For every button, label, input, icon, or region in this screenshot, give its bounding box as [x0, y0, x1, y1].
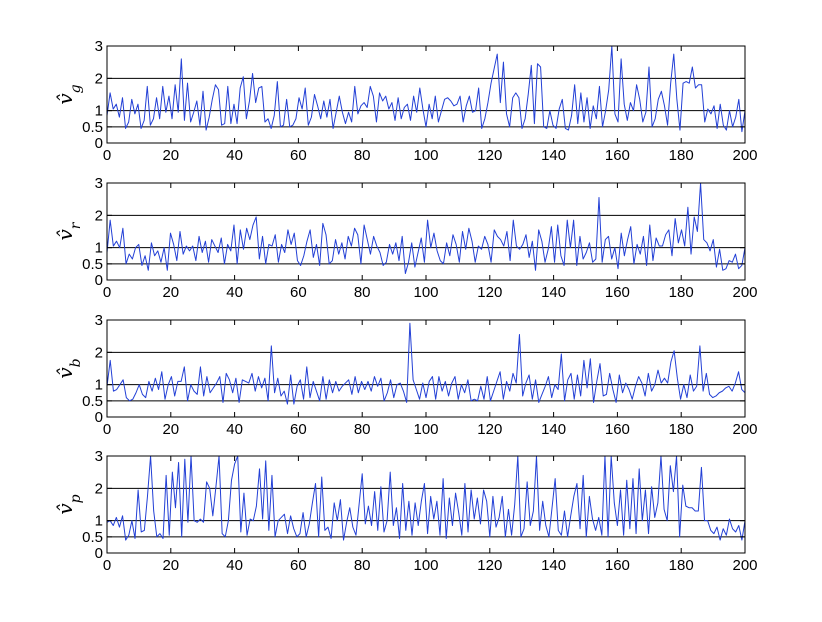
- x-tick-label: 40: [226, 147, 243, 164]
- y-tick-label: 0.5: [82, 529, 103, 546]
- y-axis-label: v̂p: [53, 494, 84, 514]
- y-axis-label-base: v̂: [53, 93, 77, 105]
- x-tick-label: 20: [162, 284, 179, 301]
- x-tick-label: 60: [290, 284, 307, 301]
- x-tick-label: 200: [732, 147, 757, 164]
- x-tick-label: 0: [103, 284, 111, 301]
- y-tick-label: 2: [95, 344, 103, 361]
- x-tick-label: 40: [226, 284, 243, 301]
- x-tick-label: 20: [162, 557, 179, 574]
- series-line: [106, 322, 746, 405]
- y-tick-label: 3: [95, 38, 103, 55]
- y-tick-label: 3: [95, 175, 103, 192]
- x-tick-label: 140: [541, 284, 566, 301]
- x-tick-label: 180: [669, 284, 694, 301]
- panel-0: 0 20 40 60 80 100 120 140 160 180 200 00.51 2 3 v̂g: [53, 38, 758, 164]
- x-tick-label: 200: [732, 557, 757, 574]
- x-tick-label: 20: [162, 147, 179, 164]
- y-tick-label: 0.5: [82, 119, 103, 136]
- y-axis-label-sub: b: [68, 358, 84, 367]
- x-tick-label: 120: [477, 557, 502, 574]
- y-axis-label-base: v̂: [53, 503, 77, 515]
- y-tick-label: 1: [95, 377, 103, 394]
- y-tick-label: 3: [95, 312, 103, 329]
- y-axis-label: v̂b: [53, 358, 84, 378]
- x-tick-label: 0: [103, 557, 111, 574]
- x-tick-label: 60: [290, 557, 307, 574]
- y-tick-label: 2: [95, 480, 103, 497]
- x-tick-label: 100: [413, 147, 438, 164]
- x-tick-label: 100: [413, 557, 438, 574]
- x-tick-label: 80: [354, 284, 371, 301]
- x-tick-label: 80: [354, 557, 371, 574]
- x-tick-label: 200: [732, 284, 757, 301]
- x-tick-label: 160: [605, 557, 630, 574]
- axes-frame: [106, 319, 746, 418]
- y-tick-label: 3: [95, 448, 103, 465]
- y-tick-label: 0: [95, 135, 103, 152]
- y-axis-label: v̂g: [53, 84, 84, 104]
- y-axis-label-base: v̂: [53, 229, 77, 241]
- x-tick-label: 100: [413, 284, 438, 301]
- y-axis-label-base: v̂: [53, 367, 77, 379]
- x-tick-label: 180: [669, 421, 694, 438]
- y-tick-label: 0: [95, 409, 103, 426]
- x-tick-label: 60: [290, 421, 307, 438]
- series-line: [106, 45, 746, 133]
- y-axis-label: v̂r: [53, 221, 84, 240]
- y-axis-label-sub: p: [68, 494, 84, 503]
- series-line: [106, 182, 746, 275]
- x-tick-label: 80: [354, 421, 371, 438]
- x-tick-label: 120: [477, 284, 502, 301]
- x-tick-label: 40: [226, 557, 243, 574]
- y-tick-label: 2: [95, 70, 103, 87]
- x-tick-label: 160: [605, 284, 630, 301]
- x-tick-label: 0: [103, 421, 111, 438]
- x-tick-label: 20: [162, 421, 179, 438]
- x-tick-label: 40: [226, 421, 243, 438]
- x-tick-label: 80: [354, 147, 371, 164]
- x-tick-label: 160: [605, 147, 630, 164]
- y-tick-label: 0: [95, 272, 103, 289]
- x-tick-label: 200: [732, 421, 757, 438]
- x-tick-label: 140: [541, 421, 566, 438]
- x-tick-label: 100: [413, 421, 438, 438]
- y-tick-label: 1: [95, 240, 103, 257]
- panel-3: 0 20 40 60 80 100 120 140 160 180 200 00.51 2 3 v̂p: [53, 448, 758, 574]
- y-tick-label: 0.5: [82, 256, 103, 273]
- panel-1: 0 20 40 60 80 100 120 140 160 180 200 00.51 2 3 v̂r: [53, 175, 758, 301]
- series-line: [106, 455, 746, 541]
- y-tick-label: 0: [95, 545, 103, 562]
- y-tick-label: 1: [95, 513, 103, 530]
- y-axis-label-sub: g: [68, 84, 84, 93]
- panel-2: 0 20 40 60 80 100 120 140 160 180 200 00.51 2 3 v̂b: [53, 312, 758, 438]
- y-tick-label: 2: [95, 207, 103, 224]
- x-tick-label: 140: [541, 557, 566, 574]
- x-tick-label: 120: [477, 147, 502, 164]
- x-tick-label: 0: [103, 147, 111, 164]
- y-tick-label: 0.5: [82, 393, 103, 410]
- x-tick-label: 60: [290, 147, 307, 164]
- x-tick-label: 140: [541, 147, 566, 164]
- x-tick-label: 120: [477, 421, 502, 438]
- x-tick-label: 160: [605, 421, 630, 438]
- y-tick-label: 1: [95, 103, 103, 120]
- x-tick-label: 180: [669, 557, 694, 574]
- x-tick-label: 180: [669, 147, 694, 164]
- y-axis-label-sub: r: [68, 221, 84, 229]
